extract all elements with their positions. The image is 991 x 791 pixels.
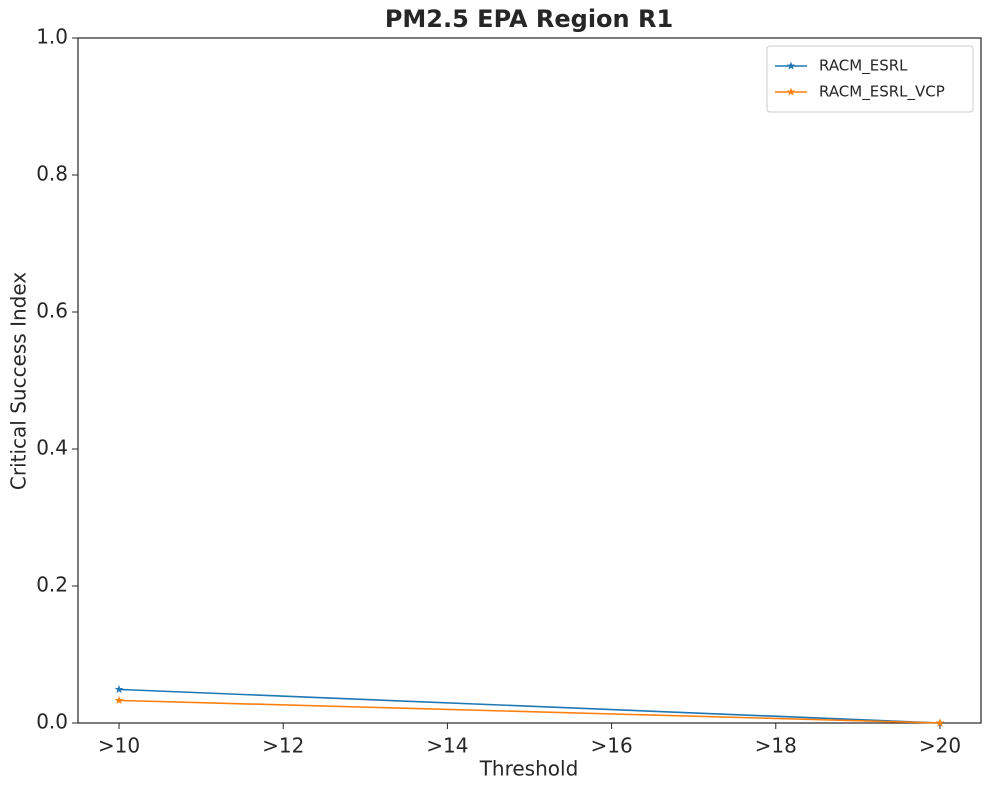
series-line — [119, 699, 940, 724]
legend-label: RACM_ESRL_VCP — [819, 83, 945, 102]
legend-marker — [786, 87, 796, 96]
legend-label: RACM_ESRL — [819, 57, 908, 76]
point-marker — [114, 684, 124, 694]
x-tick-label: >16 — [590, 734, 632, 758]
x-tick-label: >12 — [262, 734, 304, 758]
y-axis-label: Critical Success Index — [7, 272, 31, 490]
point-marker — [114, 695, 124, 705]
series-line — [119, 688, 940, 724]
y-tick-label: 0.2 — [36, 573, 68, 597]
chart-title: PM2.5 EPA Region R1 — [385, 5, 673, 33]
legend-box — [766, 45, 974, 113]
plot-frame — [77, 37, 982, 724]
y-tick-label: 0.8 — [36, 162, 68, 186]
x-tick-label: >18 — [755, 734, 797, 758]
legend: RACM_ESRL RACM_ESRL_VCP — [766, 45, 974, 113]
x-tick-label: >14 — [426, 734, 468, 758]
x-axis-label: Threshold — [479, 757, 579, 781]
y-tick-label: 1.0 — [36, 25, 68, 49]
y-tick-label: 0.4 — [36, 436, 68, 460]
point-marker — [935, 718, 945, 727]
x-tick-label: >20 — [919, 734, 961, 758]
legend-marker — [786, 61, 796, 70]
x-tick-label: >10 — [98, 734, 140, 758]
y-tick-label: 0.0 — [36, 710, 68, 734]
y-tick-label: 0.6 — [36, 299, 68, 323]
